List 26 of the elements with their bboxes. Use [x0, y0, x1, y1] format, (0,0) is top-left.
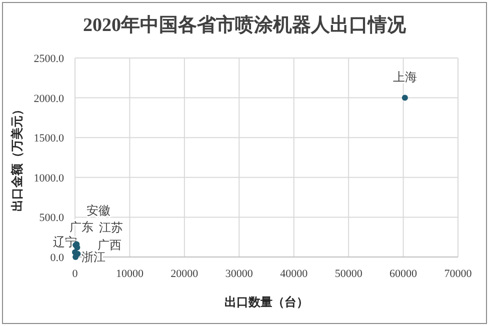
annotation: 广东 [70, 220, 94, 234]
x-tick-label: 10000 [116, 268, 144, 280]
y-tick-label: 1000.0 [34, 172, 64, 184]
x-tick-label: 40000 [280, 268, 308, 280]
y-tick-label: 1500.0 [34, 132, 64, 145]
point [72, 254, 79, 260]
x-tick-label: 70000 [444, 268, 472, 280]
x-tick-label: 30000 [225, 268, 254, 280]
point [402, 94, 408, 101]
y-tick-label: 2000.0 [34, 92, 64, 105]
y-tick-label: 2500.0 [34, 53, 64, 65]
annotation: 江苏 [99, 220, 124, 234]
annotation: 安徽 [86, 203, 111, 218]
y-tick-label: 500.0 [39, 212, 64, 224]
x-tick-label: 0 [72, 268, 78, 280]
x-tick-label: 20000 [170, 268, 199, 280]
y-axis-title: 出口金额（万美元） [10, 104, 24, 212]
chart-title: 2020年中国各省市喷涂机器人出口情况 [83, 14, 407, 36]
x-axis-title: 出口数量（台） [224, 295, 308, 309]
x-tick-label: 60000 [390, 268, 418, 280]
annotation: 辽宁 [53, 235, 77, 250]
annotation: 上海 [392, 70, 417, 84]
annotation: 浙江 [82, 250, 106, 264]
x-tick-label: 50000 [334, 268, 363, 280]
annotation: 广西 [98, 238, 122, 252]
y-tick-label: 0.0 [50, 252, 64, 264]
